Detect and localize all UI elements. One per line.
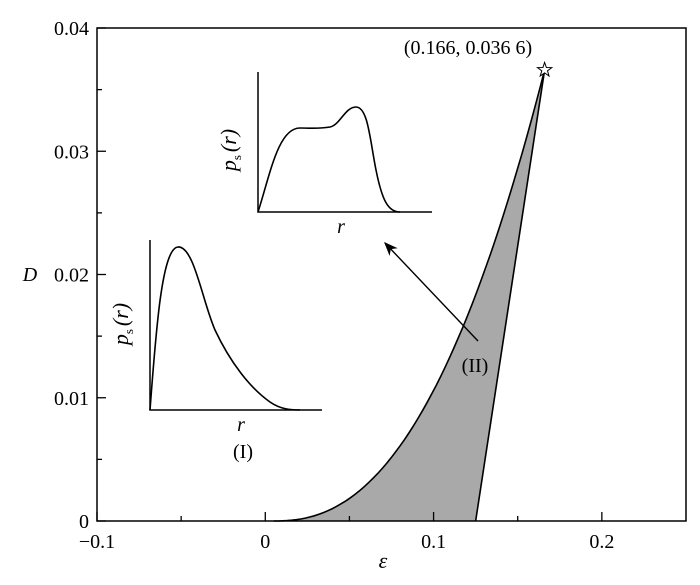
inset-I-xlabel: r [237,414,245,436]
y-axis-label: D [22,264,38,286]
region-II-arrow [384,241,479,342]
x-axis-label: ε [379,548,388,573]
inset-I-axes [149,240,322,411]
inset-II-curve [257,106,401,213]
x-tick-label: −0.1 [79,531,115,553]
inset-I: ps(r) r (I) [108,240,322,463]
y-tick-label: 0.01 [54,388,89,410]
y-tick-label: 0.04 [54,18,89,40]
y-tick-label: 0.02 [54,265,89,287]
left-boundary-curve [273,69,546,522]
inset-I-ylabel: ps(r) [108,303,136,347]
inset-II-ylabel: ps(r) [216,129,244,173]
region-I-label: (I) [233,441,253,463]
ticks-layer: −0.1 0 0.1 0.200.010.020.030.04 [54,18,614,553]
inset-II-axes [257,72,432,213]
y-tick-label: 0.03 [54,141,89,163]
region-II-label: (II) [462,355,489,377]
region-layer [273,60,554,522]
right-boundary-line [474,69,546,522]
plot-frame [96,27,687,522]
y-tick-label: 0 [79,511,89,533]
inset-I-curve [149,246,301,411]
x-tick-label: 0 [260,531,270,553]
coexistence-region [273,69,545,522]
inset-II: ps(r) r [216,72,432,238]
critical-point-label: (0.166, 0.036 6) [404,37,532,59]
x-tick-label: 0.1 [421,531,446,553]
inset-II-xlabel: r [337,216,345,238]
critical-point-star-icon [536,60,554,78]
x-tick-label: 0.2 [589,531,614,553]
